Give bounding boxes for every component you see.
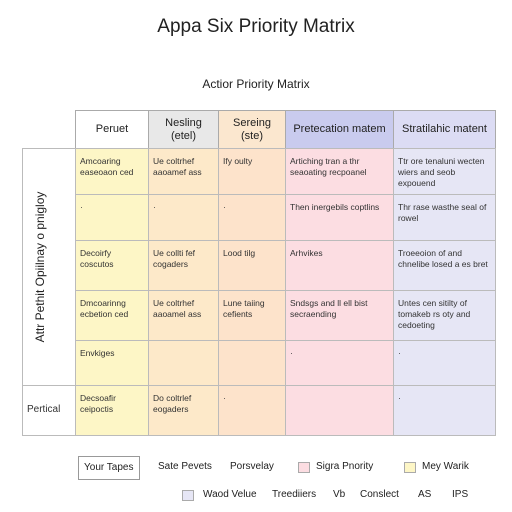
title: Appa Six Priority Matrix (157, 16, 355, 37)
legend-item: Mey Warik (422, 461, 469, 472)
table-cell: Lood tilg (218, 240, 286, 291)
table-cell: Arhvikes (285, 240, 394, 291)
subtitle: Actior Priority Matrix (202, 77, 310, 91)
legend-item: AS (418, 489, 432, 500)
legend-item: Your Tapes (78, 456, 140, 480)
table-cell: Lune taiing cefients (218, 290, 286, 341)
column-header: Nesling (etel) (148, 110, 219, 149)
table-cell (218, 340, 286, 386)
legend-item: Treediiers (272, 489, 317, 500)
table-cell: Ttr ore tenaluni wecten wiers and seob e… (393, 148, 496, 195)
table-cell: Decoirfy coscutos (75, 240, 149, 291)
table-cell: · (75, 194, 149, 241)
table-cell: Troeeoion of and chnelibe losed a es bre… (393, 240, 496, 291)
table-cell: · (393, 385, 496, 436)
legend-item: Sate Pevets (158, 461, 212, 472)
table-cell (285, 385, 394, 436)
table-cell: Untes cen sitilty of tomakeb rs oty and … (393, 290, 496, 341)
legend-item: Waod Velue (203, 489, 257, 500)
table-cell: Thr rase wasthe seal of rowel (393, 194, 496, 241)
legend-item: Porsvelay (230, 461, 274, 472)
column-header: Stratilahic matent (393, 110, 496, 149)
table-cell: Sndsgs and ll ell bist secraending (285, 290, 394, 341)
table-cell: Do coltrlef eogaders (148, 385, 219, 436)
table-cell: · (218, 385, 286, 436)
legend-item: IPS (452, 489, 469, 500)
legend-swatch (404, 462, 416, 473)
legend-item: Sigra Pnority (316, 461, 374, 472)
column-header: Sereing (ste) (218, 110, 286, 149)
table-cell: · (218, 194, 286, 241)
table-cell: Ue collti fef cogaders (148, 240, 219, 291)
legend-swatch (298, 462, 310, 473)
table-cell: Decsoafir ceipoctis (75, 385, 149, 436)
table-cell: Envkiges (75, 340, 149, 386)
column-header: Peruet (75, 110, 149, 149)
table-cell: Ue coltrhef aaoamef ass (148, 148, 219, 195)
table-cell (148, 340, 219, 386)
table-cell: Ue coltrhef aaoamel ass (148, 290, 219, 341)
table-cell: · (148, 194, 219, 241)
table-cell: · (393, 340, 496, 386)
bottom-label: Pertical (22, 385, 76, 436)
legend-item: Conslect (360, 489, 399, 500)
column-header: Pretecation matem (285, 110, 394, 149)
legend-swatch (182, 490, 194, 501)
table-cell: Amcoaring easeoaon ced (75, 148, 149, 195)
table-cell: · (285, 340, 394, 386)
side-label: Attr Pethit Opiilnay o pnigloy (33, 191, 47, 343)
table-cell: Then inergebils coptlins (285, 194, 394, 241)
table-cell: Ify oulty (218, 148, 286, 195)
table-cell: Artiching tran a thr seaoating recpoanel (285, 148, 394, 195)
legend-item: Vb (333, 489, 346, 500)
table-cell: Dmcoarinng ecbetion ced (75, 290, 149, 341)
